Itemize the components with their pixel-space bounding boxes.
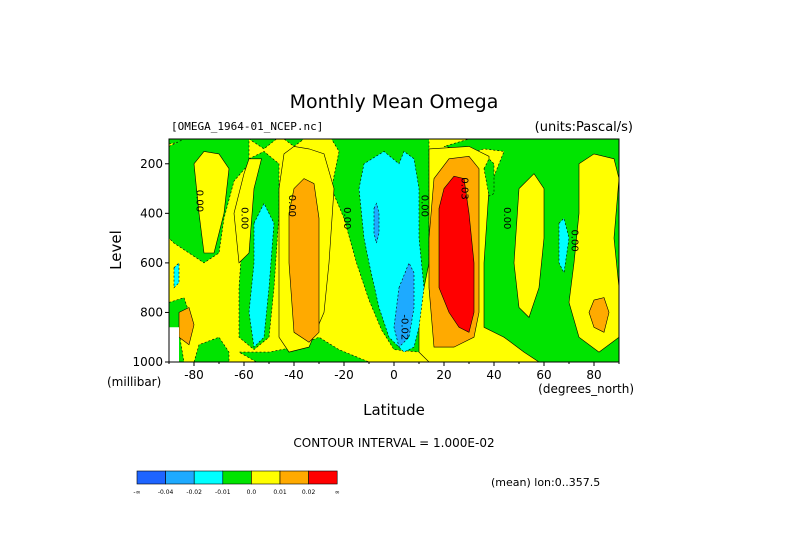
colorbar-label: -0.04 — [158, 489, 174, 496]
contour-region-25 — [483, 158, 495, 197]
y-unit-label: (millibar) — [107, 375, 161, 389]
colorbar-label: -∞ — [133, 489, 140, 496]
contour-label-4: 0.00 — [419, 195, 430, 217]
x-tick-label: -40 — [284, 368, 304, 382]
colorbar-swatch — [308, 470, 338, 485]
x-axis: -80 -60 -40 -20 0 20 40 60 80 — [168, 362, 620, 382]
contour-region-23 — [393, 262, 415, 348]
colorbar-swatch — [165, 470, 195, 485]
colorbar-swatch — [193, 470, 224, 485]
colorbar-label: ∞ — [335, 489, 340, 496]
contour-interval-text: CONTOUR INTERVAL = 1.000E-02 — [293, 436, 494, 450]
contour-label-0: 0.00 — [194, 190, 205, 212]
colorbar-swatch — [251, 470, 281, 485]
chart-title: Monthly Mean Omega — [290, 91, 499, 113]
y-tick-label: 200 — [140, 157, 163, 171]
x-tick-label: 0 — [390, 368, 398, 382]
contour-region-20 — [248, 202, 275, 348]
x-tick-label: 80 — [586, 368, 601, 382]
x-tick-label: 60 — [536, 368, 551, 382]
y-tick-label: 600 — [140, 256, 163, 270]
contour-label-3: 0.00 — [341, 207, 352, 229]
colorbar-label: -0.02 — [186, 489, 202, 496]
contour-region-10 — [193, 151, 230, 254]
contour-region-21 — [558, 217, 570, 274]
colorbar-swatch — [136, 470, 166, 485]
colorbar-swatch — [222, 470, 252, 485]
y-tick-label: 400 — [140, 206, 163, 220]
units-label: (units:Pascal/s) — [535, 120, 633, 135]
contour-label-6: 0.00 — [501, 207, 512, 229]
x-tick-label: 20 — [436, 368, 451, 382]
contour-region-22 — [173, 262, 180, 289]
y-axis-label: Level — [107, 230, 125, 270]
y-tick-label: 800 — [140, 305, 163, 319]
contour-region-18 — [438, 175, 475, 333]
x-tick-label: -80 — [184, 368, 204, 382]
colorbar-label: 0.02 — [302, 489, 316, 496]
contour-region-7 — [193, 336, 230, 362]
contour-fill-regions — [169, 139, 619, 362]
contour-label-2: 0.00 — [286, 195, 297, 217]
colorbar-label: -0.01 — [215, 489, 231, 496]
contour-region-8 — [568, 153, 619, 353]
contour-labels: 0.00 0.00 0.00 0.00 0.00 0.03 0.00 0.00 -0.02 — [194, 177, 580, 340]
mean-text: (mean) lon:0..357.5 — [491, 476, 600, 489]
y-tick-label: 1000 — [132, 355, 163, 369]
colorbar-swatch — [279, 470, 309, 485]
contour-region-24 — [373, 202, 380, 244]
contour-label-8: -0.02 — [399, 314, 410, 340]
file-label: [OMEGA_1964-01_NCEP.nc] — [171, 120, 323, 133]
contour-region-16 — [588, 297, 610, 333]
colorbar: -∞ -0.04 -0.02 -0.01 0.0 0.01 0.02 ∞ — [133, 470, 340, 496]
contour-label-1: 0.00 — [239, 207, 250, 229]
x-tick-label: 40 — [486, 368, 501, 382]
contour-region-11 — [233, 158, 262, 264]
y-axis: 200 400 600 800 1000 — [132, 157, 169, 369]
x-tick-label: -20 — [334, 368, 354, 382]
x-tick-label: -60 — [234, 368, 254, 382]
contour-label-5: 0.03 — [459, 177, 470, 199]
contour-region-9 — [513, 173, 545, 318]
x-unit-label: (degrees_north) — [538, 382, 634, 396]
x-axis-label: Latitude — [363, 401, 425, 419]
contour-region-14 — [288, 178, 320, 343]
colorbar-label: 0.01 — [273, 489, 287, 496]
contour-region-26 — [169, 327, 179, 362]
contour-region-4 — [237, 336, 370, 362]
colorbar-label: 0.0 — [247, 489, 257, 496]
contour-label-7: 0.00 — [569, 229, 580, 251]
